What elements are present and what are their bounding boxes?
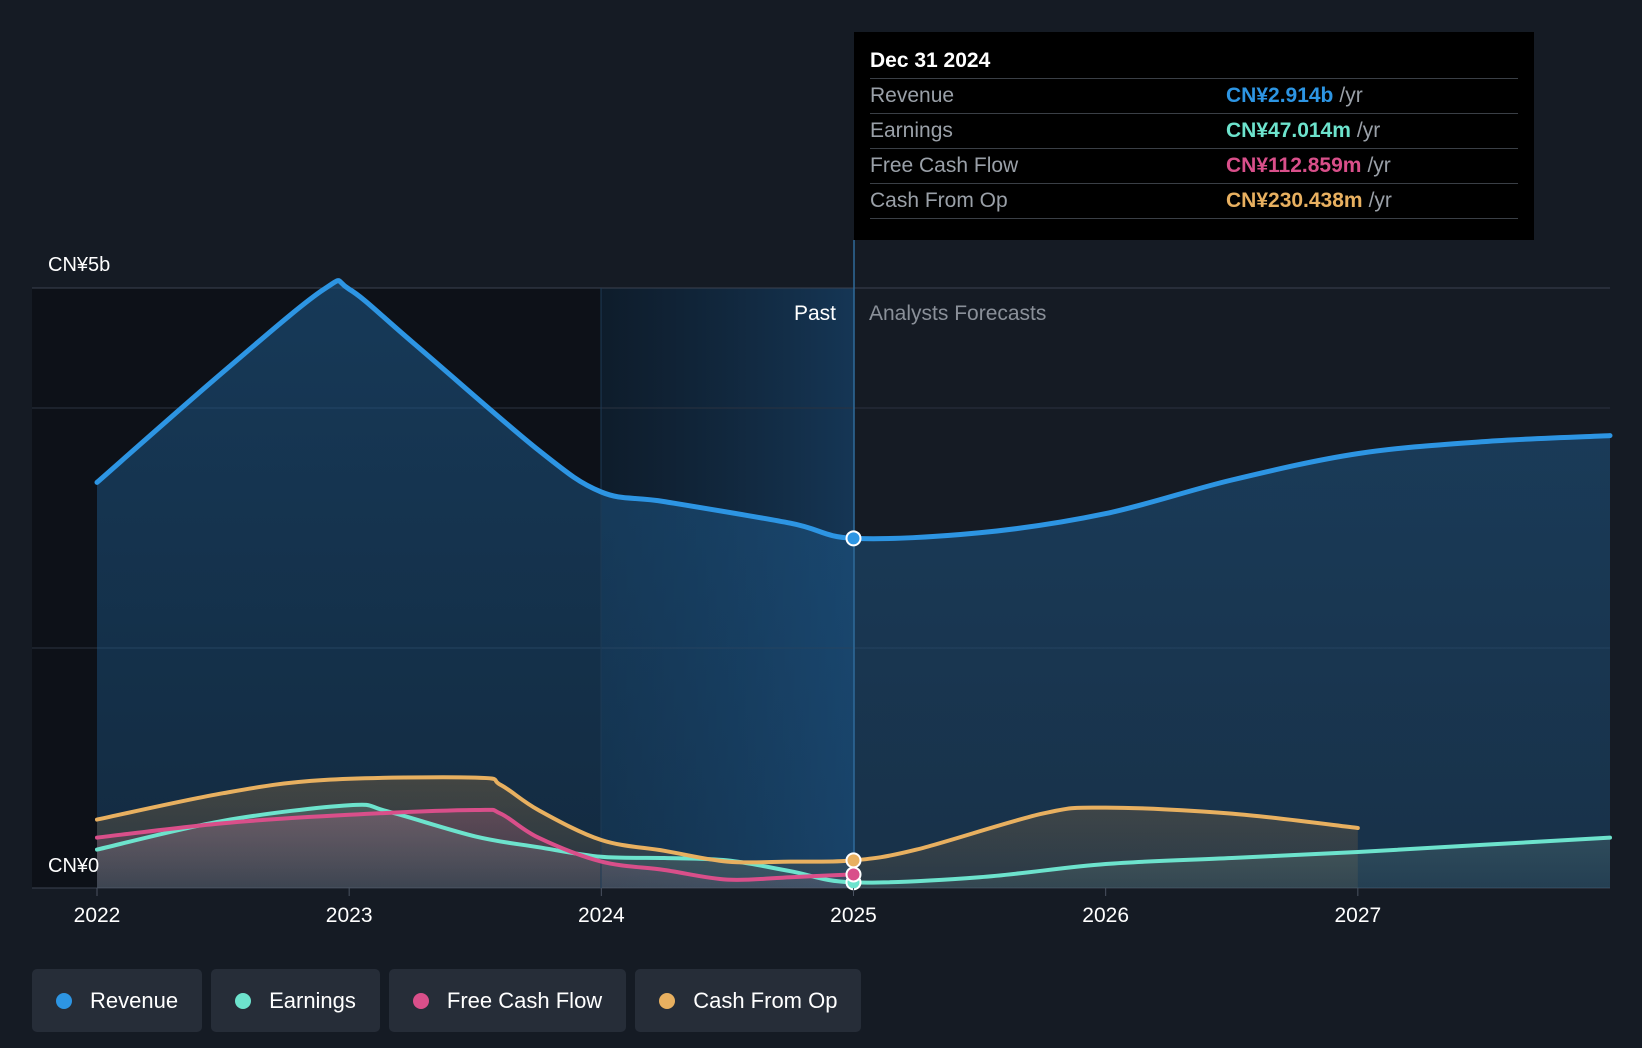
tooltip-date: Dec 31 2024: [870, 49, 991, 72]
tooltip-label: Earnings: [870, 119, 953, 142]
cash-from-op-marker[interactable]: [845, 852, 862, 869]
free-cash-flow-dot-icon: [412, 992, 429, 1009]
legend-item-revenue[interactable]: Revenue: [32, 969, 203, 1032]
tooltip-label: Cash From Op: [870, 189, 1008, 212]
tooltip-value: CN¥47.014m: [1226, 119, 1351, 142]
tooltip-row-free-cash-flow: Free Cash Flow CN¥112.859m /yr: [870, 148, 1518, 183]
tooltip-value: CN¥2.914b: [1226, 84, 1334, 107]
tooltip-row-cash-from-op: Cash From Op CN¥230.438m /yr: [870, 183, 1518, 219]
tooltip-value: CN¥230.438m: [1226, 189, 1363, 212]
revenue-dot-icon: [56, 992, 72, 1009]
free-cash-flow-area: [97, 809, 854, 888]
tooltip: Dec 31 2024 Revenue CN¥2.914b /yr Earnin…: [854, 32, 1534, 240]
legend-item-earnings[interactable]: Earnings: [211, 969, 380, 1032]
free-cash-flow-line: [95, 807, 856, 882]
cash-from-op-line: [95, 775, 1360, 865]
x-tick-label: 2023: [326, 904, 373, 927]
x-axis: 2022 2023 2024 2025 2026 2027: [74, 888, 1381, 927]
legend-item-free-cash-flow[interactable]: Free Cash Flow: [388, 969, 627, 1032]
tooltip-value: CN¥112.859m: [1226, 154, 1362, 177]
y-tick-label-top: CN¥5b: [48, 254, 110, 276]
tooltip-unit: /yr: [1356, 119, 1381, 142]
x-tick-label: 2027: [1334, 904, 1381, 927]
tooltip-label: Free Cash Flow: [870, 154, 1019, 177]
legend-item-cash-from-op[interactable]: Cash From Op: [635, 969, 862, 1032]
earnings-line: [95, 802, 1612, 885]
legend-label: Free Cash Flow: [446, 987, 603, 1013]
tooltip-row-earnings: Earnings CN¥47.014m /yr: [870, 113, 1518, 148]
tooltip-label: Revenue: [870, 84, 955, 107]
tooltip-unit: /yr: [1368, 189, 1392, 212]
x-tick-label: 2026: [1082, 904, 1129, 927]
legend-label: Revenue: [90, 987, 179, 1013]
x-tick-label: 2024: [578, 904, 625, 927]
x-tick-label: 2022: [74, 904, 121, 927]
forecast-label: Analysts Forecasts: [869, 302, 1046, 325]
x-tick-label: 2025: [830, 904, 877, 927]
legend: Revenue Earnings Free Cash Flow Cash Fro…: [32, 969, 862, 1032]
legend-label: Cash From Op: [693, 987, 838, 1013]
free-cash-flow-marker[interactable]: [845, 866, 862, 883]
tooltip-row-revenue: Revenue CN¥2.914b /yr: [870, 78, 1518, 113]
cash-from-op-dot-icon: [659, 992, 676, 1009]
tooltip-unit: /yr: [1367, 154, 1391, 177]
past-label: Past: [794, 302, 836, 325]
legend-label: Earnings: [269, 987, 356, 1013]
y-tick-label-zero: CN¥0: [48, 855, 99, 877]
tooltip-unit: /yr: [1339, 84, 1363, 107]
revenue-line: [94, 278, 1613, 542]
earnings-dot-icon: [235, 992, 252, 1009]
revenue-marker[interactable]: [845, 530, 862, 547]
